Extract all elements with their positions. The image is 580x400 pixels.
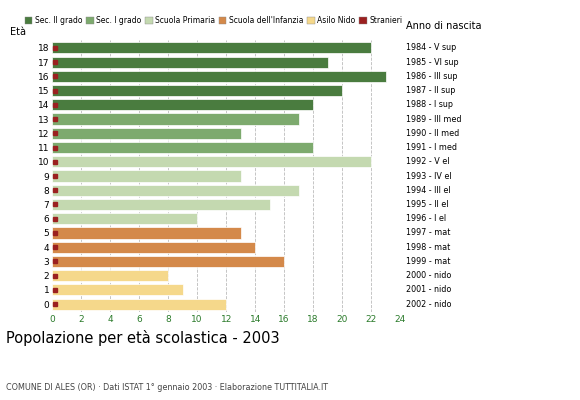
Bar	[52, 299, 226, 310]
Text: Età: Età	[10, 27, 27, 37]
Bar	[52, 213, 197, 224]
Text: 1998 - mat: 1998 - mat	[407, 243, 451, 252]
Bar	[52, 228, 241, 238]
Bar	[52, 99, 313, 110]
Text: 1989 - III med: 1989 - III med	[407, 114, 462, 124]
Text: 1986 - III sup: 1986 - III sup	[407, 72, 458, 81]
Text: 1996 - I el: 1996 - I el	[407, 214, 447, 223]
Text: Popolazione per età scolastica - 2003: Popolazione per età scolastica - 2003	[6, 330, 280, 346]
Bar	[52, 156, 371, 167]
Text: 1988 - I sup: 1988 - I sup	[407, 100, 454, 109]
Text: Anno di nascita: Anno di nascita	[407, 21, 482, 31]
Bar	[52, 128, 241, 139]
Bar	[52, 170, 241, 182]
Text: 1994 - III el: 1994 - III el	[407, 186, 451, 195]
Bar	[52, 71, 386, 82]
Text: 1992 - V el: 1992 - V el	[407, 157, 450, 166]
Bar	[52, 242, 255, 253]
Text: 1993 - IV el: 1993 - IV el	[407, 172, 452, 180]
Bar	[52, 199, 270, 210]
Bar	[52, 256, 284, 267]
Bar	[52, 85, 342, 96]
Legend: Sec. II grado, Sec. I grado, Scuola Primaria, Scuola dell'Infanzia, Asilo Nido, : Sec. II grado, Sec. I grado, Scuola Prim…	[25, 16, 402, 25]
Text: 2002 - nido: 2002 - nido	[407, 300, 452, 309]
Bar	[52, 42, 371, 53]
Text: 1990 - II med: 1990 - II med	[407, 129, 459, 138]
Text: 1995 - II el: 1995 - II el	[407, 200, 449, 209]
Text: COMUNE DI ALES (OR) · Dati ISTAT 1° gennaio 2003 · Elaborazione TUTTITALIA.IT: COMUNE DI ALES (OR) · Dati ISTAT 1° genn…	[6, 383, 328, 392]
Text: 1997 - mat: 1997 - mat	[407, 228, 451, 238]
Bar	[52, 284, 183, 296]
Bar	[52, 56, 328, 68]
Text: 1991 - I med: 1991 - I med	[407, 143, 458, 152]
Bar	[52, 185, 299, 196]
Bar	[52, 142, 313, 153]
Text: 1987 - II sup: 1987 - II sup	[407, 86, 456, 95]
Bar	[52, 270, 168, 281]
Bar	[52, 114, 299, 124]
Text: 2000 - nido: 2000 - nido	[407, 271, 452, 280]
Text: 1985 - VI sup: 1985 - VI sup	[407, 58, 459, 66]
Text: 1999 - mat: 1999 - mat	[407, 257, 451, 266]
Text: 1984 - V sup: 1984 - V sup	[407, 43, 456, 52]
Text: 2001 - nido: 2001 - nido	[407, 286, 452, 294]
